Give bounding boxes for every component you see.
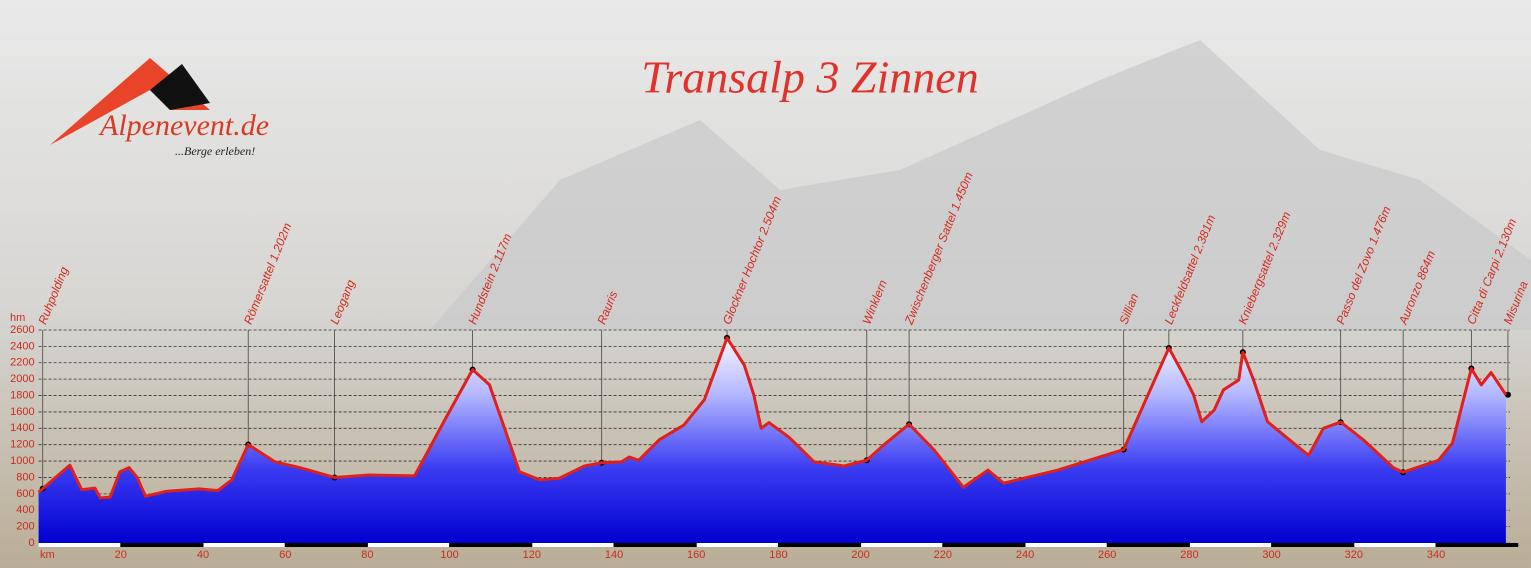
y-tick-label: 2600 [10,324,34,336]
x-tick-label: 260 [1098,549,1116,561]
logo-name: Alpenevent.de [98,109,269,142]
x-tick-label: 100 [440,549,458,561]
x-tick-label: 120 [523,549,541,561]
x-axis-label: km [40,549,55,561]
y-tick-label: 1800 [10,389,34,401]
x-tick-label: 180 [769,549,787,561]
x-tick-label: 280 [1180,549,1198,561]
y-tick-label: 1200 [10,439,34,451]
y-axis-label: hm [10,312,25,324]
x-tick-label: 60 [279,549,291,561]
y-tick-label: 600 [16,488,34,500]
x-tick-label: 240 [1016,549,1034,561]
chart-title: Transalp 3 Zinnen [641,52,978,103]
y-tick-label: 200 [16,521,34,533]
x-axis-segment [778,543,860,547]
x-axis-segment [1272,543,1354,547]
x-tick-label: 320 [1345,549,1363,561]
x-axis-segment [1436,543,1518,547]
x-tick-label: 40 [197,549,209,561]
y-tick-label: 1000 [10,455,34,467]
x-axis-segment [450,543,532,547]
page: {"chart_data": {"type": "area", "title":… [0,0,1531,568]
x-axis-segment [943,543,1025,547]
y-tick-label: 400 [16,504,34,516]
x-tick-label: 80 [361,549,373,561]
x-tick-label: 160 [687,549,705,561]
logo-slogan: ...Berge erleben! [175,144,255,158]
x-axis-segment [285,543,367,547]
y-tick-label: 2200 [10,357,34,369]
x-tick-label: 300 [1262,549,1280,561]
x-tick-label: 340 [1427,549,1445,561]
x-tick-label: 220 [934,549,952,561]
x-axis-segment [121,543,203,547]
x-axis-segment [614,543,696,547]
x-tick-label: 200 [851,549,869,561]
chart: Alpenevent.de ...Berge erleben! Transalp… [0,0,1531,568]
y-tick-label: 1600 [10,406,34,418]
y-tick-label: 2400 [10,340,34,352]
x-axis-segment [1107,543,1189,547]
y-tick-label: 0 [28,537,34,549]
y-tick-label: 1400 [10,422,34,434]
x-tick-label: 140 [605,549,623,561]
y-tick-label: 2000 [10,373,34,385]
x-tick-label: 20 [115,549,127,561]
y-tick-label: 800 [16,471,34,483]
